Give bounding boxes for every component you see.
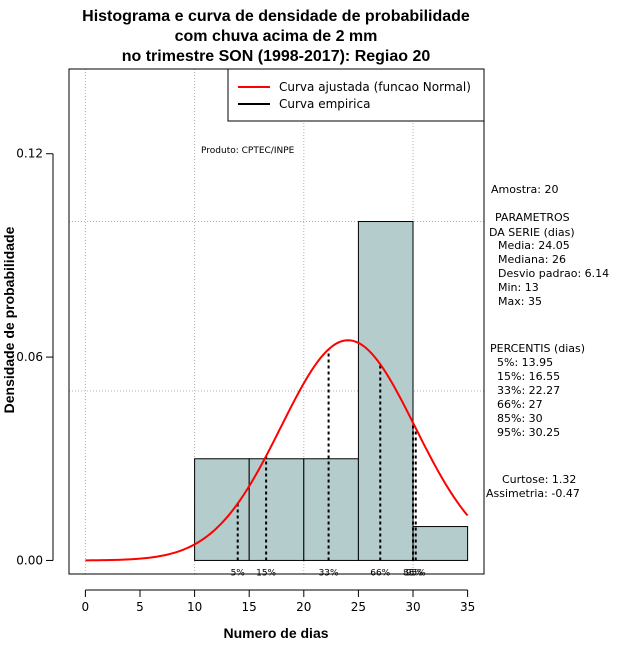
percentile-label: 5%: [231, 568, 246, 578]
percentile-label: 66%: [370, 568, 390, 578]
legend: Curva ajustada (funcao Normal) Curva emp…: [227, 68, 485, 122]
grid-lines: [69, 69, 484, 574]
x-tick-label: 25: [351, 600, 366, 614]
x-tick-label: 0: [82, 600, 90, 614]
percentile-label: 33%: [319, 568, 339, 578]
stat-p5: 5%: 13.95: [497, 356, 553, 369]
chart-title-line-1: Histograma e curva de densidade de proba…: [82, 8, 470, 25]
histogram-bar: [303, 458, 359, 561]
stat-desvio: Desvio padrao: 6.14: [498, 267, 609, 280]
x-tick-label: 35: [460, 600, 475, 614]
y-axis-label: Densidade de probabilidade: [1, 226, 17, 413]
stat-max: Max: 35: [498, 295, 542, 308]
stat-assimetria: Assimetria: -0.47: [486, 487, 580, 500]
stat-param-title-1: PARAMETROS: [495, 211, 570, 224]
histogram-bar: [412, 526, 469, 561]
legend-label-empirical: Curva empirica: [279, 97, 370, 111]
normal-curve-layer: [85, 339, 469, 562]
x-tick-label: 30: [405, 600, 420, 614]
normal-curve: [85, 339, 469, 562]
stat-curtose: Curtose: 1.32: [502, 473, 576, 486]
stat-p33: 33%: 22.27: [497, 384, 560, 397]
histogram-bar: [357, 221, 414, 561]
stat-p66: 66%: 27: [497, 398, 543, 411]
statistics-panel: Amostra: 20 PARAMETROS DA SERIE (dias) M…: [486, 183, 609, 500]
x-tick-label: 5: [136, 600, 144, 614]
histogram-bars: [194, 221, 469, 561]
legend-label-normal: Curva ajustada (funcao Normal): [279, 80, 471, 94]
stat-mediana: Mediana: 26: [498, 253, 566, 266]
stat-p95: 95%: 30.25: [497, 426, 560, 439]
y-tick-label: 0.06: [16, 350, 43, 364]
x-tick-label: 20: [296, 600, 311, 614]
stat-p15: 15%: 16.55: [497, 370, 560, 383]
histogram-bar: [194, 458, 250, 561]
y-tick-label: 0.00: [16, 553, 43, 567]
percentile-markers: 5% 15% 33% 66% 85%95%: [231, 349, 426, 578]
percentile-label: 85%: [403, 568, 423, 578]
stat-p85: 85%: 30: [497, 412, 543, 425]
axes: 0 5 10 15 20 25 30 35 0.00 0.06 0.12: [16, 147, 475, 614]
x-tick-label: 15: [242, 600, 257, 614]
x-tick-label: 10: [187, 600, 202, 614]
x-axis-label: Numero de dias: [223, 625, 328, 641]
percentile-label: 95%: [406, 568, 426, 578]
chart-title-line-3: no trimestre SON (1998-2017): Regiao 20: [122, 48, 431, 65]
stat-param-title-2: DA SERIE (dias): [489, 226, 575, 239]
legend-box: [227, 68, 485, 122]
chart-title-line-2: com chuva acima de 2 mm: [175, 28, 378, 45]
product-label: Produto: CPTEC/INPE: [201, 146, 295, 156]
stat-min: Min: 13: [498, 281, 539, 294]
y-tick-label: 0.12: [16, 147, 43, 161]
stat-percentis-title: PERCENTIS (dias): [490, 342, 585, 355]
stat-media: Media: 24.05: [498, 239, 570, 252]
stat-amostra: Amostra: 20: [491, 183, 558, 196]
percentile-label: 15%: [256, 568, 276, 578]
